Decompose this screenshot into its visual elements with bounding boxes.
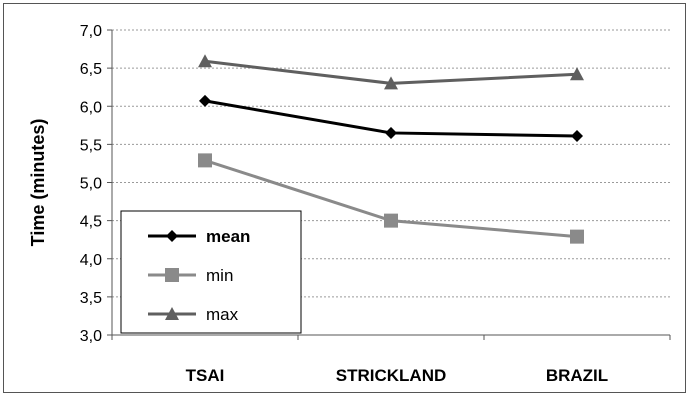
y-tick-label: 7,0 — [80, 23, 102, 40]
y-tick-label: 4,5 — [80, 214, 102, 231]
legend-marker-max — [165, 307, 179, 320]
legend-item-max: max — [148, 305, 239, 324]
y-tick-label: 5,0 — [80, 176, 102, 193]
y-axis-label: Time (minutes) — [28, 119, 48, 247]
data-point-min — [384, 213, 398, 228]
x-tick-label: TSAI — [186, 366, 225, 385]
y-tick-label: 6,0 — [80, 99, 102, 116]
legend-box — [120, 210, 302, 334]
data-point-min — [570, 229, 584, 244]
legend-marker-mean — [166, 230, 178, 242]
series-mean — [199, 94, 583, 142]
y-tick-label: 3,5 — [80, 290, 102, 307]
x-tick-label: BRAZIL — [546, 366, 608, 385]
y-tick-label: 3,0 — [80, 328, 102, 345]
data-point-max — [384, 76, 398, 90]
y-tick-labels: 3,0 3,5 4,0 4,5 5,0 5,5 6,0 6,5 7,0 — [80, 23, 102, 345]
series-min — [198, 153, 584, 244]
legend-item-mean: mean — [148, 227, 250, 246]
data-point-mean — [571, 129, 583, 142]
series-max — [198, 54, 584, 90]
legend-label: mean — [206, 227, 250, 246]
x-tick-labels: TSAI STRICKLAND BRAZIL — [186, 366, 609, 385]
data-point-mean — [199, 94, 211, 107]
legend: mean min max — [120, 210, 302, 334]
data-point-max — [198, 54, 212, 68]
data-point-max — [570, 67, 584, 81]
data-point-min — [198, 153, 212, 168]
y-tick-label: 6,5 — [80, 61, 102, 78]
legend-label: max — [206, 305, 239, 324]
series-lines — [198, 54, 584, 244]
legend-marker-min — [165, 268, 179, 282]
legend-item-min: min — [148, 266, 233, 285]
x-tick-label: STRICKLAND — [336, 366, 447, 385]
y-tick-label: 5,5 — [80, 137, 102, 154]
legend-label: min — [206, 266, 233, 285]
axes — [107, 29, 671, 340]
y-tick-label: 4,0 — [80, 252, 102, 269]
data-point-mean — [385, 126, 397, 139]
